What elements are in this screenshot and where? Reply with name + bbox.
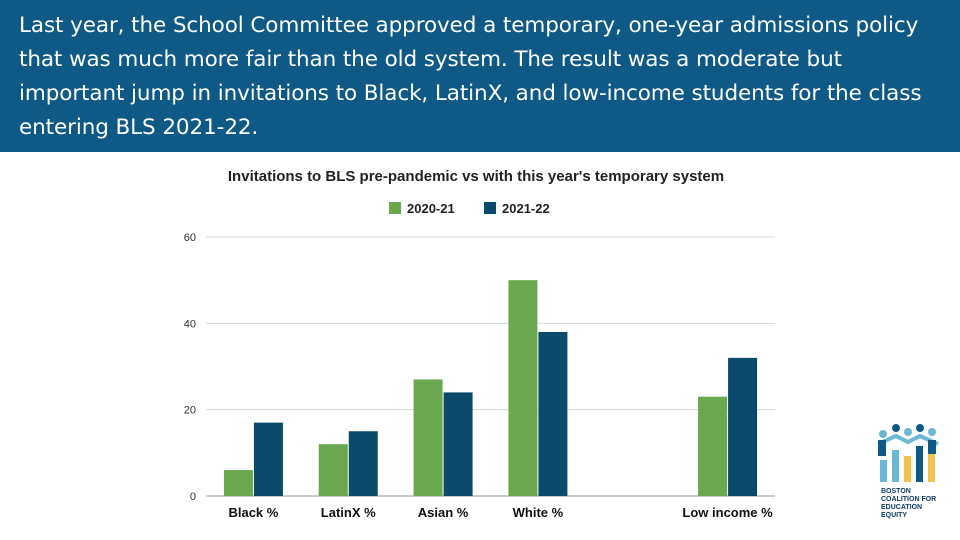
x-tick-label: Asian % bbox=[418, 505, 469, 520]
logo-line: EQUITY bbox=[881, 512, 908, 519]
logo-text: BOSTON COALITION FOR EDUCATION EQUITY bbox=[881, 488, 936, 520]
y-tick-label: 20 bbox=[184, 405, 196, 417]
logo-line: COALITION FOR bbox=[881, 496, 937, 503]
logo: BOSTON COALITION FOR EDUCATION EQUITY bbox=[870, 420, 948, 525]
bar bbox=[698, 396, 728, 496]
bar bbox=[508, 280, 538, 496]
y-tick-label: 60 bbox=[184, 232, 196, 244]
logo-line: BOSTON bbox=[881, 488, 911, 495]
bar bbox=[413, 379, 443, 496]
chart-title: Invitations to BLS pre-pandemic vs with … bbox=[228, 168, 724, 185]
logo-line: EDUCATION bbox=[881, 504, 923, 511]
header-banner: Last year, the School Committee approved… bbox=[0, 0, 960, 152]
bar bbox=[253, 422, 283, 496]
bar bbox=[728, 357, 758, 496]
x-tick-label: Low income % bbox=[682, 505, 773, 520]
y-tick-label: 40 bbox=[184, 318, 196, 330]
x-tick-label: LatinX % bbox=[321, 505, 376, 520]
x-tick-label: Black % bbox=[228, 505, 278, 520]
people-logo-icon bbox=[877, 424, 939, 482]
bar bbox=[223, 470, 253, 496]
legend-label: 2021-22 bbox=[502, 201, 550, 216]
legend-label: 2020-21 bbox=[407, 201, 455, 216]
bar-chart: Invitations to BLS pre-pandemic vs with … bbox=[184, 168, 775, 520]
legend-swatch bbox=[484, 202, 496, 214]
bar bbox=[443, 392, 473, 496]
bar bbox=[318, 444, 348, 496]
y-tick-label: 0 bbox=[190, 491, 196, 503]
x-tick-label: White % bbox=[513, 505, 564, 520]
banner-text: Last year, the School Committee approved… bbox=[19, 13, 922, 140]
legend-swatch bbox=[389, 202, 401, 214]
bar bbox=[348, 431, 378, 496]
bar bbox=[538, 331, 568, 496]
